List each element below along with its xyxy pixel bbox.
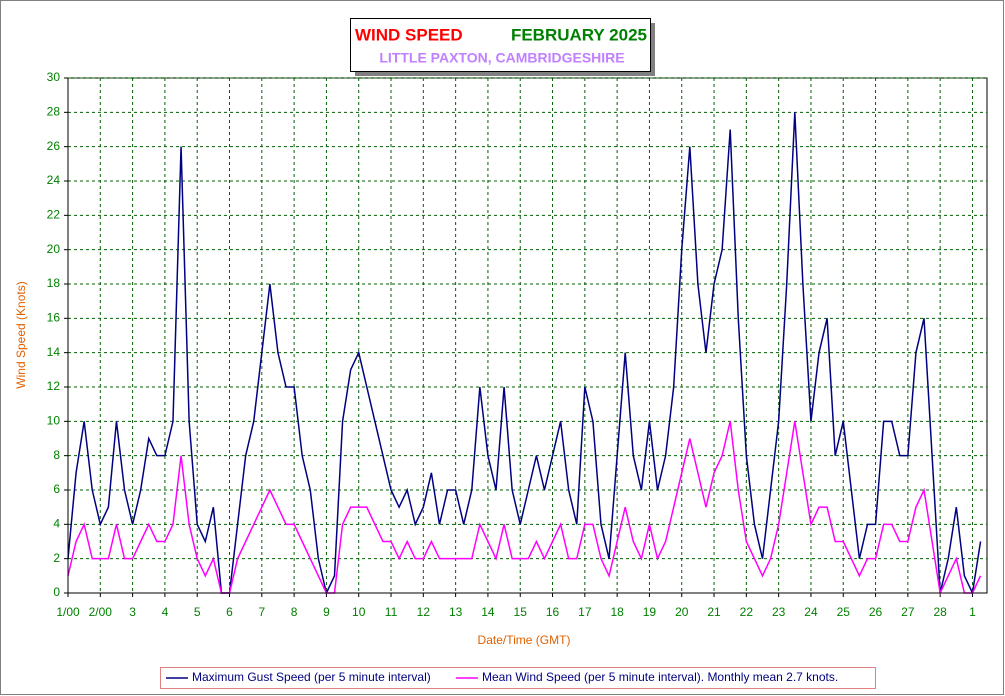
x-tick-label: 4 [162, 605, 169, 619]
x-tick-label: 11 [385, 605, 398, 619]
chart-period: FEBRUARY 2025 [511, 25, 647, 44]
series-line [67, 421, 982, 596]
x-tick-label: 17 [578, 605, 592, 619]
x-tick-label: 1 [969, 605, 976, 619]
y-tick-label: 18 [47, 276, 61, 290]
legend-label: Maximum Gust Speed (per 5 minute interva… [192, 670, 431, 684]
y-tick-label: 22 [47, 208, 61, 222]
x-tick-label: 2/00 [89, 605, 113, 619]
x-tick-label: 28 [933, 605, 947, 619]
chart-title: WIND SPEED [355, 25, 463, 44]
x-tick-label: 3 [129, 605, 136, 619]
y-tick-label: 14 [47, 345, 61, 359]
x-tick-label: 9 [323, 605, 330, 619]
x-tick-label: 24 [804, 605, 818, 619]
x-tick-label: 27 [901, 605, 915, 619]
x-tick-label: 25 [837, 605, 851, 619]
y-tick-label: 12 [47, 379, 61, 393]
y-tick-label: 0 [53, 585, 60, 599]
x-tick-label: 19 [643, 605, 657, 619]
x-tick-label: 14 [481, 605, 495, 619]
x-tick-label: 10 [352, 605, 366, 619]
y-tick-label: 10 [47, 414, 61, 428]
y-tick-label: 28 [47, 105, 61, 119]
x-tick-label: 5 [194, 605, 201, 619]
x-tick-label: 6 [226, 605, 233, 619]
title-box [350, 18, 651, 72]
y-tick-label: 20 [47, 242, 61, 256]
y-tick-label: 2 [53, 551, 60, 565]
x-tick-label: 21 [707, 605, 721, 619]
y-tick-label: 8 [53, 448, 60, 462]
y-tick-label: 4 [53, 517, 60, 531]
x-tick-label: 13 [449, 605, 463, 619]
chart-subtitle: LITTLE PAXTON, CAMBRIDGESHIRE [379, 50, 624, 66]
y-tick-label: 16 [47, 311, 61, 325]
x-tick-label: 7 [258, 605, 265, 619]
plot-area [67, 77, 988, 594]
series-line [67, 112, 982, 596]
y-axis-label: Wind Speed (Knots) [14, 281, 28, 388]
x-tick-label: 22 [740, 605, 754, 619]
x-axis-label: Date/Time (GMT) [478, 633, 571, 647]
x-tick-label: 20 [675, 605, 689, 619]
legend-box [160, 667, 876, 689]
legend-label: Mean Wind Speed (per 5 minute interval).… [482, 670, 838, 684]
x-tick-label: 26 [869, 605, 883, 619]
y-tick-label: 30 [47, 70, 61, 84]
x-tick-label: 1/00 [56, 605, 80, 619]
x-tick-label: 18 [610, 605, 624, 619]
y-tick-label: 26 [47, 139, 61, 153]
x-tick-label: 12 [417, 605, 431, 619]
x-tick-label: 23 [772, 605, 786, 619]
x-tick-label: 16 [546, 605, 560, 619]
y-tick-label: 6 [53, 482, 60, 496]
x-tick-label: 15 [514, 605, 528, 619]
y-tick-label: 24 [47, 173, 61, 187]
x-tick-label: 8 [291, 605, 298, 619]
